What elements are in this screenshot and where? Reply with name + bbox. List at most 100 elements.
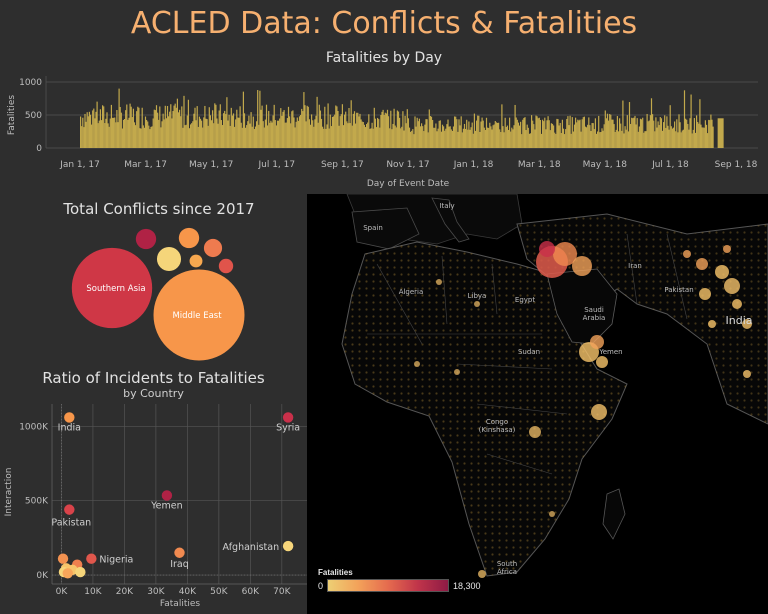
conflict-bubble[interactable] [683, 250, 691, 258]
fatality-bar [151, 126, 153, 148]
fatality-bar [587, 124, 589, 148]
fatality-bar [454, 116, 456, 148]
fatality-bar [485, 117, 488, 148]
country-point[interactable] [75, 566, 86, 578]
region-bubble[interactable] [156, 246, 182, 272]
fatality-bar [460, 116, 462, 148]
fatality-bar [318, 104, 320, 148]
fatality-bar [666, 116, 668, 148]
country-point[interactable] [161, 490, 173, 501]
conflict-bubble[interactable] [724, 278, 740, 294]
fatality-bar [127, 119, 129, 148]
country-point-label: Syria [276, 422, 300, 433]
conflict-bubble[interactable] [553, 242, 577, 266]
fatality-bar [258, 124, 260, 148]
fatality-bar [88, 111, 90, 148]
conflict-bubble[interactable] [590, 335, 604, 349]
fatality-bar [165, 118, 167, 148]
conflict-bubble[interactable] [474, 301, 480, 307]
country-point[interactable] [282, 540, 294, 552]
scatter-y-tick: 1000K [19, 422, 49, 432]
region-bubble[interactable] [135, 228, 157, 250]
incidents-fatalities-scatter: 0K 10K 20K 30K 40K 50K 60K 70K 0K 500K 1000K India… [4, 404, 307, 609]
fatality-bar [188, 128, 191, 148]
fatality-bar [590, 131, 592, 148]
fatality-bar [230, 107, 232, 148]
fatality-bar [260, 109, 262, 148]
map-legend: Fatalities 0 18,300 [318, 568, 481, 592]
conflict-bubble[interactable] [699, 288, 711, 300]
fatality-bar [451, 130, 453, 148]
conflict-bubble[interactable] [529, 426, 541, 438]
region-bubble[interactable] [153, 269, 245, 361]
fatality-bar [265, 104, 268, 148]
fatality-bar [232, 113, 235, 148]
fatality-bar [389, 128, 391, 148]
conflict-bubble[interactable] [549, 511, 555, 517]
fatality-bar [592, 123, 594, 148]
conflict-bubble[interactable] [591, 404, 607, 420]
country-point[interactable] [86, 553, 97, 564]
conflict-bubble[interactable] [708, 320, 716, 328]
fatality-bar [186, 115, 188, 148]
conflict-bubble[interactable] [436, 279, 442, 285]
conflict-bubble[interactable] [743, 370, 751, 378]
country-point[interactable] [282, 412, 294, 423]
fatality-bar [444, 130, 446, 148]
fatality-bar [558, 125, 560, 148]
fatality-bar [208, 107, 210, 148]
fatality-bar [626, 115, 628, 148]
conflict-bubble[interactable] [732, 299, 742, 309]
fatality-bar [126, 104, 128, 148]
region-bubble[interactable] [203, 238, 223, 258]
fatality-bar [604, 110, 606, 148]
country-point[interactable] [62, 568, 73, 579]
fatality-bar [672, 127, 675, 148]
conflict-bubble[interactable] [454, 369, 460, 375]
fatality-bar [511, 127, 513, 148]
fatality-bar [493, 124, 495, 148]
fatality-bar [214, 103, 216, 148]
conflict-bubble[interactable] [539, 241, 555, 257]
conflict-bubble[interactable] [742, 319, 752, 329]
fatality-bar [543, 121, 545, 148]
conflict-bubble[interactable] [696, 258, 708, 270]
fatality-bar [295, 121, 297, 148]
fatality-bar [97, 123, 99, 148]
country-point[interactable] [64, 504, 75, 515]
country-point[interactable] [174, 547, 185, 558]
fatality-bar [450, 129, 452, 148]
region-bubble[interactable] [178, 227, 200, 249]
region-bubble[interactable] [218, 258, 234, 274]
fatality-bar [285, 122, 287, 148]
fatality-bar [137, 106, 139, 148]
fatality-bar [669, 105, 671, 148]
conflict-bubble[interactable] [723, 245, 731, 253]
fatality-bar [132, 108, 134, 148]
legend-min: 0 [318, 580, 324, 591]
fatality-bar [562, 128, 565, 148]
fatality-bar [157, 112, 159, 148]
fatality-bar [89, 114, 92, 148]
fatality-bar [553, 125, 555, 148]
conflict-map[interactable]: Spain Italy Algeria Libya Egypt Saudi Arabia Ir… [307, 194, 768, 614]
country-point[interactable] [64, 412, 75, 423]
fatality-bar [215, 104, 217, 148]
fatality-bar [357, 112, 359, 148]
conflict-bubble[interactable] [596, 356, 608, 368]
fatality-bar [187, 99, 189, 148]
conflict-bubble[interactable] [478, 570, 486, 578]
fatality-bar [479, 132, 481, 148]
conflict-bubble[interactable] [715, 265, 729, 279]
country-point[interactable] [57, 553, 69, 564]
region-bubble[interactable] [71, 247, 153, 329]
conflict-bubble[interactable] [572, 256, 592, 276]
fatality-bar [484, 130, 486, 148]
fatality-bar [385, 113, 387, 148]
region-bubble[interactable] [189, 254, 203, 268]
fatality-bar [150, 126, 152, 148]
conflict-bubble[interactable] [414, 361, 420, 367]
fatality-bar [536, 116, 538, 148]
fatality-bar [489, 122, 491, 148]
